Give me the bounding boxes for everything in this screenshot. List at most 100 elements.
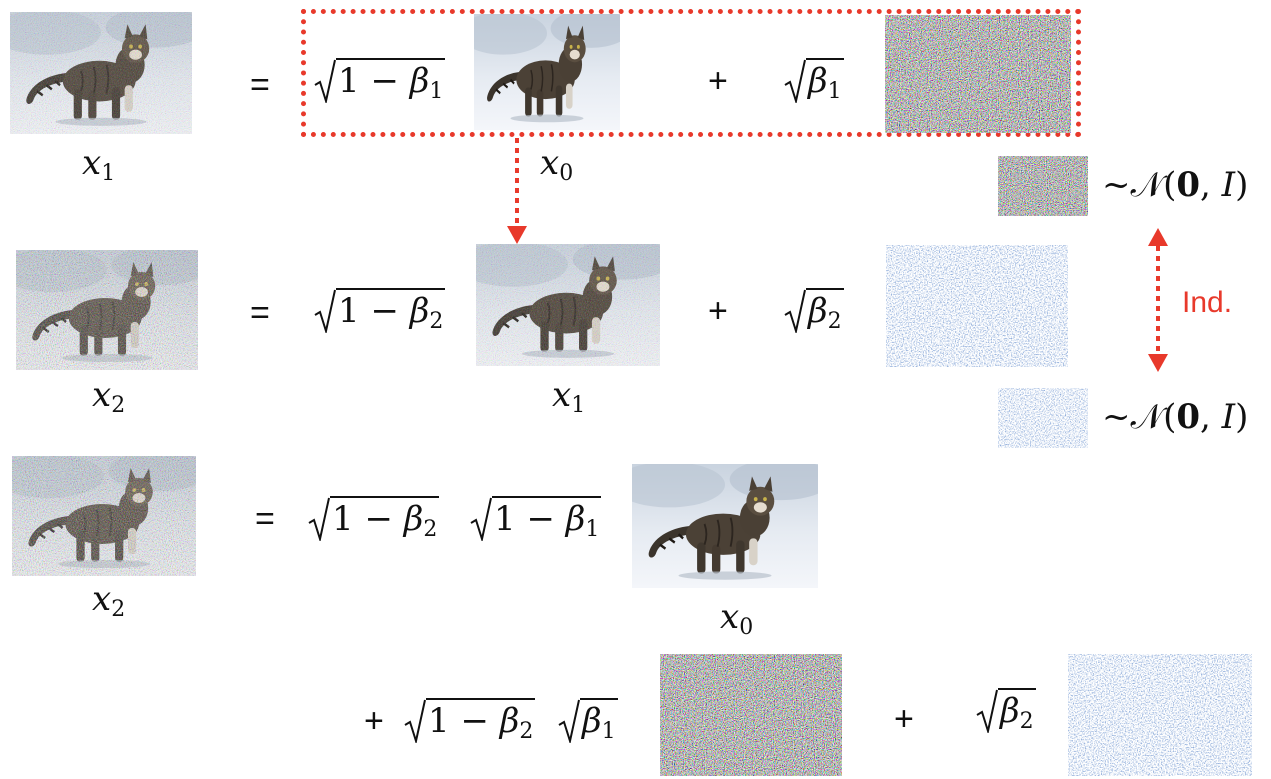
coef-beta: β [582, 701, 602, 741]
tilde: ~ [1102, 397, 1131, 437]
coef-sub: 1 [429, 79, 444, 104]
highlight-box-row1 [301, 9, 1081, 137]
label-sub: 2 [111, 393, 126, 418]
coef-sqrt-beta2: β2 [784, 288, 844, 333]
coef-sqrt-1-minus-beta2: 1 − β2 [314, 288, 446, 334]
coef-sqrt-1-minus-beta1: 1 − β1 [314, 58, 446, 104]
coef-sub: 2 [519, 719, 534, 744]
radical-icon [558, 699, 580, 743]
coef-beta: β [808, 61, 828, 101]
blue-noise-sample [998, 388, 1088, 448]
label-x2-row2: x2 [92, 378, 125, 417]
normal-distribution-2: ~𝒩(0, I) [1102, 400, 1248, 434]
color-noise-icon [998, 156, 1088, 216]
coef-text: 1 − [338, 61, 410, 101]
paren-open: ( [1163, 397, 1177, 437]
coef-sqrt-beta1: β1 [784, 58, 844, 103]
clean-cat-image-x0 [474, 14, 620, 130]
coef-beta: β [499, 701, 520, 741]
paren-close: ) [1235, 165, 1249, 205]
blue-noise-icon [1068, 654, 1252, 776]
independence-double-arrow [1148, 228, 1168, 372]
label-letter: x [92, 579, 112, 619]
coef-beta: β [409, 291, 430, 331]
independence-label: Ind. [1182, 286, 1233, 319]
cat-photo-icon [16, 250, 198, 370]
cat-photo-icon [10, 12, 192, 134]
clean-cat-image-x0-row3 [632, 464, 818, 588]
radical-icon [404, 699, 426, 743]
noisy-cat-image-x2 [16, 250, 198, 370]
radical-icon [784, 289, 806, 333]
label-letter: x [82, 143, 102, 183]
coef-beta: β [565, 499, 586, 539]
label-letter: x [720, 597, 740, 637]
coef-sub: 2 [423, 517, 438, 542]
label-sub: 1 [571, 393, 586, 418]
plus-sign-row1: + [708, 62, 728, 100]
coef-beta: β [808, 291, 828, 331]
cat-photo-icon [474, 14, 620, 130]
identity-matrix: I [1221, 397, 1236, 437]
coef-sqrt-1-minus-beta1-row3: 1 − β1 [470, 496, 602, 542]
label-x1-row2: x1 [552, 378, 585, 417]
blue-noise-image-row2 [886, 245, 1068, 367]
radical-icon [976, 689, 998, 733]
radical-icon [308, 497, 330, 541]
noisy-cat-image-x2-row3 [12, 456, 196, 576]
cat-photo-icon [12, 456, 196, 576]
equals-sign-row1: = [250, 66, 270, 104]
label-x0-row3: x0 [720, 600, 753, 639]
noisy-cat-image-x1 [10, 12, 192, 134]
normal-symbol: 𝒩 [1130, 165, 1164, 205]
color-noise-icon [885, 15, 1071, 133]
coef-beta: β [409, 61, 430, 101]
radical-icon [470, 497, 492, 541]
color-noise-icon [660, 654, 842, 776]
normal-symbol: 𝒩 [1130, 397, 1164, 437]
radical-icon [784, 59, 806, 103]
plus-sign-row4-b: + [894, 700, 914, 738]
normal-distribution-1: ~𝒩(0, I) [1102, 168, 1248, 202]
cat-photo-icon [632, 464, 818, 588]
coef-beta: β [1000, 691, 1020, 731]
coef-sqrt-beta2-row4: β2 [976, 688, 1036, 733]
label-x2-row3: x2 [92, 582, 125, 621]
coef-sub: 1 [585, 517, 600, 542]
label-sub: 0 [559, 161, 574, 186]
comma: , [1200, 165, 1222, 205]
comma: , [1200, 397, 1222, 437]
label-letter: x [552, 375, 572, 415]
coef-sqrt-beta1-row4: β1 [558, 698, 618, 743]
coef-sqrt-1-minus-beta2-row4: 1 − β2 [404, 698, 536, 744]
coef-sub: 2 [827, 309, 842, 334]
paren-open: ( [1163, 165, 1177, 205]
blue-noise-icon [998, 388, 1088, 448]
plus-sign-row2: + [708, 292, 728, 330]
tilde: ~ [1102, 165, 1131, 205]
color-noise-image-row1 [885, 15, 1071, 133]
zero-vector: 0 [1176, 165, 1201, 205]
slightly-noisy-cat-image-x1 [476, 244, 660, 366]
radical-icon [314, 59, 336, 103]
label-sub: 1 [101, 161, 116, 186]
coef-text: 1 − [332, 499, 404, 539]
coef-sub: 1 [601, 719, 616, 744]
coef-sub: 1 [827, 79, 842, 104]
plus-sign-row4-a: + [364, 702, 384, 740]
label-x0-row1: x0 [540, 146, 573, 185]
blue-noise-icon [886, 245, 1068, 367]
coef-beta: β [403, 499, 424, 539]
coef-sub: 2 [429, 309, 444, 334]
color-noise-image-row4 [660, 654, 842, 776]
equals-sign-row2: = [250, 294, 270, 332]
coef-sub: 2 [1019, 709, 1034, 734]
equals-sign-row3: = [255, 500, 275, 538]
blue-noise-image-row4 [1068, 654, 1252, 776]
zero-vector: 0 [1176, 397, 1201, 437]
cat-photo-icon [476, 244, 660, 366]
label-letter: x [92, 375, 112, 415]
paren-close: ) [1235, 397, 1249, 437]
radical-icon [314, 289, 336, 333]
label-letter: x [540, 143, 560, 183]
